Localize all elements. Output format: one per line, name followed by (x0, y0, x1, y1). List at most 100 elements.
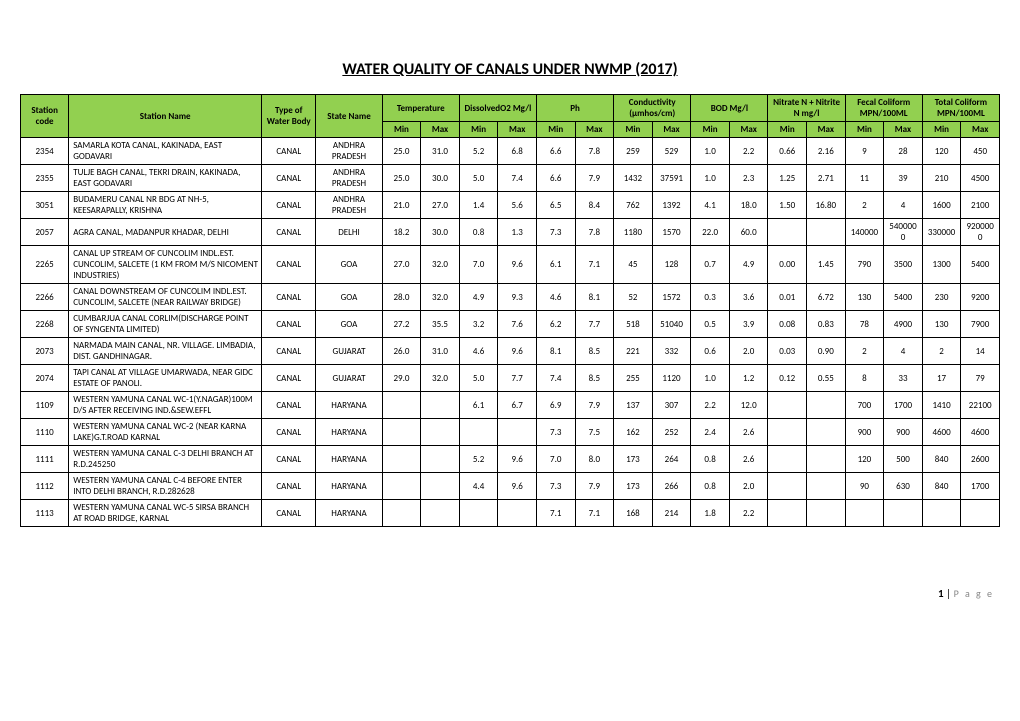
cell-value: 6.1 (536, 246, 575, 284)
cell-type: CANAL (262, 500, 316, 527)
cell-name: CANAL UP STREAM OF CUNCOLIM INDL.EST. CU… (69, 246, 262, 284)
col-nitrate: Nitrate N + Nitrite N mg/l (768, 95, 845, 122)
cell-value: 130 (922, 311, 961, 338)
cell-state: GOA (316, 311, 382, 338)
cell-value (768, 419, 807, 446)
cell-value: 5400 (961, 246, 1000, 284)
cell-value: 1.0 (691, 365, 730, 392)
cell-name: WESTERN YAMUNA CANAL WC-2 (NEAR KARNA LA… (69, 419, 262, 446)
header-row-1: Station code Station Name Type of Water … (21, 95, 1000, 122)
cell-code: 2074 (21, 365, 69, 392)
cell-value (382, 419, 421, 446)
cell-value: 8.1 (575, 284, 614, 311)
table-row: 1112WESTERN YAMUNA CANAL C-4 BEFORE ENTE… (21, 473, 1000, 500)
table-row: 2074TAPI CANAL AT VILLAGE UMARWADA, NEAR… (21, 365, 1000, 392)
cell-value: 9.6 (498, 246, 537, 284)
cell-value: 1392 (652, 192, 691, 219)
footer-sep: | (944, 587, 954, 600)
cell-value: 5.2 (459, 446, 498, 473)
data-table: Station code Station Name Type of Water … (20, 94, 1000, 527)
cell-type: CANAL (262, 365, 316, 392)
cell-value: 4.6 (459, 338, 498, 365)
cell-name: CANAL DOWNSTREAM OF CUNCOLIM INDL.EST. C… (69, 284, 262, 311)
col-bod: BOD Mg/l (691, 95, 768, 122)
cell-value: 14 (961, 338, 1000, 365)
cell-code: 1112 (21, 473, 69, 500)
col-temperature: Temperature (382, 95, 459, 122)
cell-value: 5400000 (884, 219, 923, 246)
cell-state: GOA (316, 284, 382, 311)
cell-value: 0.7 (691, 246, 730, 284)
cell-value: 7.8 (575, 219, 614, 246)
cell-value: 90 (845, 473, 884, 500)
cell-value: 5.2 (459, 138, 498, 165)
cell-value: 5400 (884, 284, 923, 311)
cell-value: 0.3 (691, 284, 730, 311)
cell-value (421, 500, 460, 527)
cell-value: 762 (614, 192, 653, 219)
cell-state: ANDHRA PRADESH (316, 165, 382, 192)
cell-value (459, 419, 498, 446)
cell-value (807, 219, 846, 246)
cell-state: GOA (316, 246, 382, 284)
cell-value: 7.3 (536, 219, 575, 246)
cell-value: 1700 (884, 392, 923, 419)
cell-value: 2 (845, 192, 884, 219)
cell-value: 3.9 (729, 311, 768, 338)
cell-value: 264 (652, 446, 691, 473)
cell-value (421, 446, 460, 473)
cell-value: 4600 (922, 419, 961, 446)
cell-value: 7.9 (575, 473, 614, 500)
cell-value: 1.3 (498, 219, 537, 246)
cell-type: CANAL (262, 138, 316, 165)
sub-min: Min (382, 122, 421, 138)
cell-value: 450 (961, 138, 1000, 165)
cell-value: 7.4 (498, 165, 537, 192)
page-title: WATER QUALITY OF CANALS UNDER NWMP (2017… (20, 60, 1000, 79)
cell-name: SAMARLA KOTA CANAL, KAKINADA, EAST GODAV… (69, 138, 262, 165)
cell-value: 6.6 (536, 138, 575, 165)
cell-value: 1572 (652, 284, 691, 311)
cell-value (498, 500, 537, 527)
cell-value: 0.8 (691, 446, 730, 473)
cell-value: 0.6 (691, 338, 730, 365)
cell-value: 1700 (961, 473, 1000, 500)
cell-value (498, 419, 537, 446)
cell-value: 30.0 (421, 165, 460, 192)
cell-value (807, 473, 846, 500)
col-fecal: Fecal Coliform MPN/100ML (845, 95, 922, 122)
cell-value: 9200000 (961, 219, 1000, 246)
cell-value: 16.80 (807, 192, 846, 219)
cell-value: 28.0 (382, 284, 421, 311)
sub-max: Max (961, 122, 1000, 138)
cell-value: 8 (845, 365, 884, 392)
cell-value: 1120 (652, 365, 691, 392)
cell-value: 7900 (961, 311, 1000, 338)
cell-value: 0.8 (691, 473, 730, 500)
cell-type: CANAL (262, 446, 316, 473)
cell-value (459, 500, 498, 527)
cell-value: 2.6 (729, 419, 768, 446)
cell-value: 0.90 (807, 338, 846, 365)
cell-value: 39 (884, 165, 923, 192)
table-row: 2355TULJE BAGH CANAL, TEKRI DRAIN, KAKIN… (21, 165, 1000, 192)
cell-state: HARYANA (316, 446, 382, 473)
cell-value: 7.1 (536, 500, 575, 527)
cell-value: 900 (845, 419, 884, 446)
cell-value (382, 473, 421, 500)
cell-value: 130 (845, 284, 884, 311)
cell-value: 7.9 (575, 165, 614, 192)
sub-max: Max (729, 122, 768, 138)
cell-value: 630 (884, 473, 923, 500)
col-station-code: Station code (21, 95, 69, 138)
cell-name: WESTERN YAMUNA CANAL WC-1(Y.NAGAR)100M D… (69, 392, 262, 419)
cell-value: 8.1 (536, 338, 575, 365)
cell-state: HARYANA (316, 392, 382, 419)
cell-value: 6.5 (536, 192, 575, 219)
cell-value: 2 (922, 338, 961, 365)
cell-value: 37591 (652, 165, 691, 192)
cell-value: 2.2 (729, 138, 768, 165)
cell-value: 6.72 (807, 284, 846, 311)
cell-value: 259 (614, 138, 653, 165)
cell-value: 900 (884, 419, 923, 446)
